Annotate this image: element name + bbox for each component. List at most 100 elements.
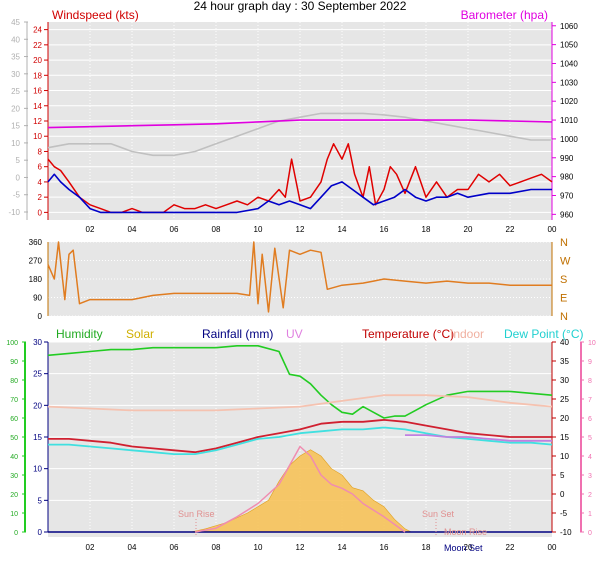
- solar-area: [190, 449, 412, 533]
- wind-left-tick-label: 14: [33, 102, 42, 111]
- wind-outer-tick-label: 35: [11, 53, 20, 62]
- temp-left-tick-label: 15: [33, 433, 42, 442]
- temp-x-tick-label: 18: [422, 543, 431, 552]
- humidity-tick-label: 0: [14, 530, 18, 537]
- temp-left-tick-label: 10: [33, 465, 42, 474]
- wind-series-line: [47, 143, 553, 214]
- uv-tick-label: 5: [588, 435, 592, 442]
- wind-outer-tick-label: 15: [11, 122, 20, 131]
- baro-tick-label: 1010: [560, 116, 578, 125]
- humidity-tick-label: 50: [10, 435, 18, 442]
- humidity-tick-label: 70: [10, 397, 18, 404]
- baro-tick-label: 1020: [560, 97, 578, 106]
- wind-left-tick-label: 8: [38, 147, 43, 156]
- baro-tick-label: 990: [560, 154, 574, 163]
- temp-series-line: [47, 394, 553, 412]
- wind-outer-tick-label: 25: [11, 87, 20, 96]
- temp-x-tick-label: 06: [170, 543, 179, 552]
- dir-compass-label: S: [560, 274, 567, 286]
- temp-right-tick-label: 35: [560, 357, 569, 366]
- baro-tick-label: 1060: [560, 22, 578, 31]
- baro-tick-label: 1050: [560, 41, 578, 50]
- wind-left-tick-label: 22: [33, 41, 42, 50]
- annotation-moon-set: Moon Set: [444, 543, 483, 553]
- humidity-tick-label: 10: [10, 511, 18, 518]
- humidity-tick-label: 30: [10, 473, 18, 480]
- temp-right-tick-label: 30: [560, 376, 569, 385]
- wind-x-tick-label: 22: [506, 225, 515, 234]
- baro-tick-label: 980: [560, 173, 574, 182]
- dir-left-tick-label: 0: [38, 312, 43, 321]
- temp-right-tick-label: 0: [560, 490, 565, 499]
- temp-series-line: [194, 445, 406, 533]
- wind-left-tick-label: 20: [33, 56, 42, 65]
- uv-tick-label: 3: [588, 473, 592, 480]
- temp-right-tick-label: 25: [560, 395, 569, 404]
- uv-tick-label: 9: [588, 359, 592, 366]
- temp-right-tick-label: 10: [560, 452, 569, 461]
- legend-indoor: Indoor: [450, 327, 484, 341]
- temp-x-tick-label: 04: [128, 543, 137, 552]
- uv-tick-label: 2: [588, 492, 592, 499]
- wind-outer-tick-label: 5: [16, 156, 21, 165]
- dir-compass-label: N: [560, 237, 568, 249]
- humidity-tick-label: 40: [10, 454, 18, 461]
- baro-tick-label: 960: [560, 210, 574, 219]
- dir-left-tick-label: 360: [29, 238, 43, 247]
- wind-outer-tick-label: 40: [11, 35, 20, 44]
- humidity-tick-label: 60: [10, 416, 18, 423]
- wind-outer-tick-label: 0: [16, 173, 21, 182]
- wind-x-tick-label: 06: [170, 225, 179, 234]
- wind-outer-tick-label: -10: [8, 208, 20, 217]
- wind-left-tick-label: 0: [38, 208, 43, 217]
- humidity-tick-label: 20: [10, 492, 18, 499]
- wind-left-tick-label: 6: [38, 163, 43, 172]
- wind-direction-line: [47, 241, 552, 313]
- dir-compass-label: N: [560, 311, 568, 323]
- wind-outer-tick-label: 30: [11, 70, 20, 79]
- wind-x-tick-label: 08: [212, 225, 221, 234]
- temp-left-tick-label: 20: [33, 401, 42, 410]
- wind-outer-tick-label: 10: [11, 139, 20, 148]
- uv-tick-label: 7: [588, 397, 592, 404]
- humidity-tick-label: 100: [6, 340, 18, 347]
- wind-series-line: [47, 112, 552, 157]
- wind-left-tick-label: 24: [33, 26, 42, 35]
- wind-outer-tick-label: 45: [11, 18, 20, 27]
- wind-x-tick-label: 18: [422, 225, 431, 234]
- wind-x-tick-label: 14: [338, 225, 347, 234]
- wind-left-tick-label: 18: [33, 71, 42, 80]
- wind-series-line: [47, 173, 552, 214]
- wind-x-tick-label: 02: [86, 225, 95, 234]
- wind-x-tick-label: 00: [548, 225, 557, 234]
- uv-tick-label: 10: [588, 340, 596, 347]
- baro-tick-label: 970: [560, 191, 574, 200]
- uv-tick-label: 6: [588, 416, 592, 423]
- wind-x-tick-label: 16: [380, 225, 389, 234]
- temp-left-tick-label: 5: [38, 496, 43, 505]
- legend-rainfall: Rainfall (mm): [202, 327, 273, 341]
- temp-series-line: [405, 434, 552, 442]
- temp-right-tick-label: -10: [560, 528, 572, 537]
- temp-right-tick-label: 20: [560, 414, 569, 423]
- baro-tick-label: 1030: [560, 78, 578, 87]
- temp-x-tick-label: 12: [296, 543, 305, 552]
- wind-left-tick-label: 2: [38, 193, 43, 202]
- temp-left-tick-label: 30: [33, 338, 42, 347]
- temp-series-line: [48, 426, 553, 455]
- wind-x-tick-label: 20: [464, 225, 473, 234]
- uv-tick-label: 8: [588, 378, 592, 385]
- uv-tick-label: 1: [588, 511, 592, 518]
- wind-outer-tick-label: -5: [13, 191, 21, 200]
- wind-left-tick-label: 12: [33, 117, 42, 126]
- legend-uv: UV: [286, 327, 303, 341]
- legend-temperature: Temperature (°C): [362, 327, 454, 341]
- wind-left-tick-label: 4: [38, 178, 43, 187]
- temp-series-line: [48, 419, 552, 454]
- legend-dewpoint: Dew Point (°C): [504, 327, 583, 341]
- uv-tick-label: 0: [588, 530, 592, 537]
- humidity-tick-label: 80: [10, 378, 18, 385]
- dir-left-tick-label: 270: [29, 257, 43, 266]
- temp-x-tick-label: 00: [548, 543, 557, 552]
